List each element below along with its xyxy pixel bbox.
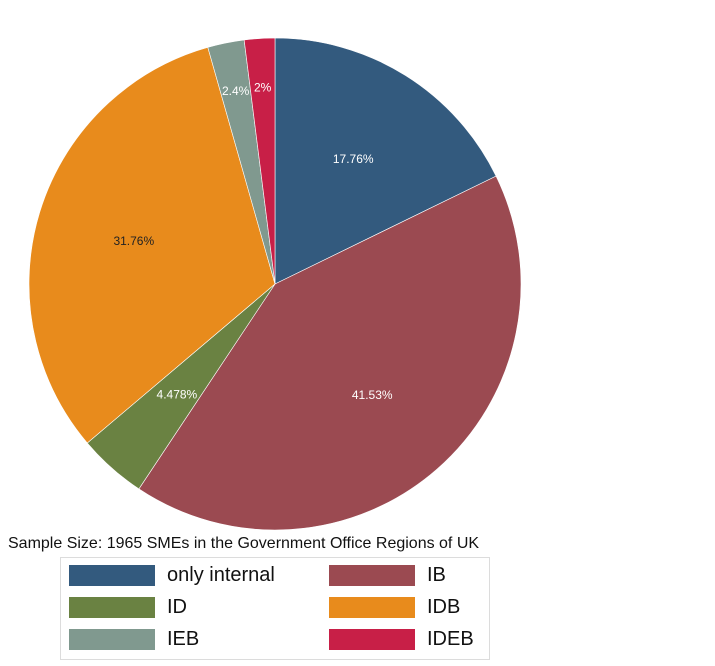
- legend-label: IDEB: [427, 627, 474, 650]
- legend-swatch: [69, 596, 155, 618]
- pie-slice-ideb: [243, 37, 276, 285]
- legend-label: IEB: [167, 627, 200, 650]
- chart-caption: Sample Size: 1965 SMEs in the Government…: [8, 535, 480, 552]
- pie-slice-label: 2%: [254, 81, 272, 95]
- legend-item: IDEB: [329, 627, 474, 651]
- legend-swatch: [329, 564, 415, 586]
- pie-slices: [28, 37, 522, 531]
- legend-item: IB: [329, 563, 446, 587]
- legend-swatch: [69, 564, 155, 586]
- legend-item: IDB: [329, 595, 460, 619]
- pie-slice-label: 41.53%: [352, 388, 393, 402]
- legend-item: ID: [69, 595, 187, 619]
- legend-swatch: [329, 628, 415, 650]
- chart-legend: only internal IB ID IDB IEB IDEB: [60, 557, 490, 660]
- legend-item: IEB: [69, 627, 199, 651]
- pie-slice-labels: 17.76% 41.53% 4.478% 31.76% 2.4% 2%: [113, 81, 392, 402]
- legend-swatch: [69, 628, 155, 650]
- pie-slice-label: 4.478%: [157, 387, 198, 401]
- pie-slice-label: 2.4%: [222, 84, 250, 98]
- pie-slice-label: 17.76%: [333, 152, 374, 166]
- legend-label: IDB: [427, 595, 461, 618]
- legend-label: IB: [427, 563, 446, 586]
- legend-label: ID: [167, 595, 187, 618]
- pie-slice-ib: [138, 175, 522, 531]
- legend-label: only internal: [167, 563, 275, 586]
- legend-item: only internal: [69, 563, 275, 587]
- pie-chart: 17.76% 41.53% 4.478% 31.76% 2.4% 2%: [28, 37, 522, 531]
- pie-slice-label: 31.76%: [113, 234, 154, 248]
- pie-slice-only-internal: [274, 37, 497, 285]
- pie-slice-idb: [28, 46, 276, 444]
- legend-swatch: [329, 596, 415, 618]
